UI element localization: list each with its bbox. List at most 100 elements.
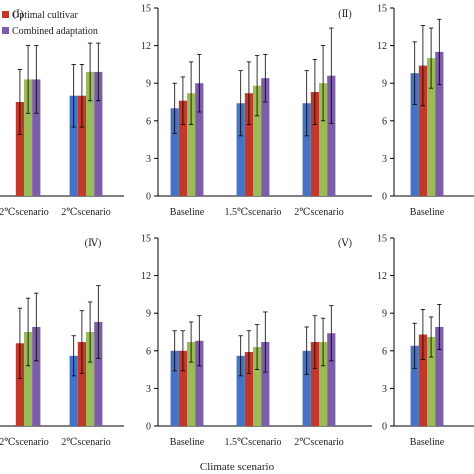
chart-panels: 2℃scenario 2℃scenario (Ⅰ) 0 3 6 9 12 15 Baseline 1… [0,4,474,448]
bar [310,91,319,196]
bar [178,100,187,196]
bar [244,93,253,196]
y-tick-label: 12 [141,41,151,52]
bar [253,85,262,196]
x-category-label: 1.5℃scenario [224,207,281,218]
y-tick-label: 3 [382,154,387,165]
y-tick-label: 9 [146,79,151,90]
bar [261,342,270,426]
chart-panel-VI: 0 3 6 9 12 15 Baseline [377,234,474,448]
bar [170,350,179,426]
x-category-label: Baseline [170,437,205,448]
y-tick-label: 6 [382,116,387,127]
bar [327,75,336,196]
bar [170,108,179,196]
bar [195,340,204,426]
chart-panel-IV: 2℃scenario 2℃scenario (Ⅳ) [0,238,124,448]
y-tick-label: 6 [146,346,151,357]
y-tick-label: 0 [382,192,387,203]
y-tick-label: 15 [141,234,151,245]
bar [427,337,436,426]
bar [236,103,245,196]
bar [253,347,262,426]
legend-swatch-optimal-cultivar [2,11,9,18]
chart-panel-III: 0 3 6 9 12 15 Baseline [377,4,474,218]
legend-swatch-combined-adaptation [2,27,9,34]
legend-label-optimal-cultivar: Optimal cultivar [12,10,78,21]
bar [418,334,427,426]
x-category-label: 2℃scenario [0,437,49,448]
bar [410,345,419,426]
chart-panel-V: 0 3 6 9 12 15 Baseline 1.5℃scenario 2℃scenario (Ⅴ… [141,234,372,448]
bar [187,93,196,196]
bar [187,342,196,426]
y-tick-label: 0 [146,422,151,433]
bar [69,355,78,426]
bar [310,342,319,426]
panel-label: (Ⅳ) [85,238,102,249]
y-tick-label: 0 [146,192,151,203]
y-tick-label: 9 [146,309,151,320]
y-tick-label: 3 [146,154,151,165]
y-tick-label: 6 [382,346,387,357]
bar [327,333,336,426]
bar [261,78,270,196]
x-category-label: 2℃scenario [294,207,344,218]
panel-label: (Ⅱ) [338,9,351,20]
y-tick-label: 12 [377,41,387,52]
y-tick-label: 15 [377,234,387,245]
x-category-label: 2℃scenario [294,437,344,448]
x-category-label: 2℃scenario [61,207,111,218]
bar [24,79,33,196]
legend-label-combined-adaptation: Combined adaptation [12,26,98,37]
y-tick-label: 6 [146,116,151,127]
x-category-label: Baseline [410,207,445,218]
y-tick-label: 0 [382,422,387,433]
bar [15,343,24,426]
bar [94,321,103,426]
chart-panel-II: 0 3 6 9 12 15 Baseline 1.5℃scenario 2℃scenario (Ⅱ… [141,4,372,218]
bar [302,103,311,196]
bar [302,350,311,426]
y-tick-label: 12 [377,271,387,282]
bar [86,332,95,426]
x-category-label: 2℃scenario [0,207,49,218]
y-tick-label: 12 [141,271,151,282]
chart-panel-I: 2℃scenario 2℃scenario (Ⅰ) [0,9,124,218]
y-tick-label: 9 [382,79,387,90]
panel-label: (Ⅴ) [338,238,352,249]
x-category-label: 1.5℃scenario [224,437,281,448]
bar [236,355,245,426]
bar [32,326,41,426]
y-tick-label: 15 [141,4,151,15]
bar [244,352,253,426]
bar [178,350,187,426]
x-category-label: Baseline [410,437,445,448]
y-tick-label: 3 [382,384,387,395]
bar [77,342,86,426]
panel-label: (Ⅰ) [13,9,24,20]
bar [77,95,86,196]
bar [195,83,204,196]
y-tick-label: 15 [377,4,387,15]
bar [94,71,103,196]
y-tick-label: 3 [146,384,151,395]
bar [435,51,444,196]
x-category-label: 2℃scenario [61,437,111,448]
x-category-label: Baseline [170,207,205,218]
bar [69,95,78,196]
legend: Optimal cultivar Combined adaptation [2,10,98,37]
x-axis-title: Climate scenario [200,461,275,473]
bar [418,65,427,196]
bar [319,342,328,426]
bar [15,102,24,196]
y-tick-label: 9 [382,309,387,320]
bar [410,73,419,196]
bar [427,58,436,197]
bar [32,79,41,196]
bar [435,326,444,426]
bar [86,71,95,196]
bar [319,83,328,196]
bar [24,332,33,426]
